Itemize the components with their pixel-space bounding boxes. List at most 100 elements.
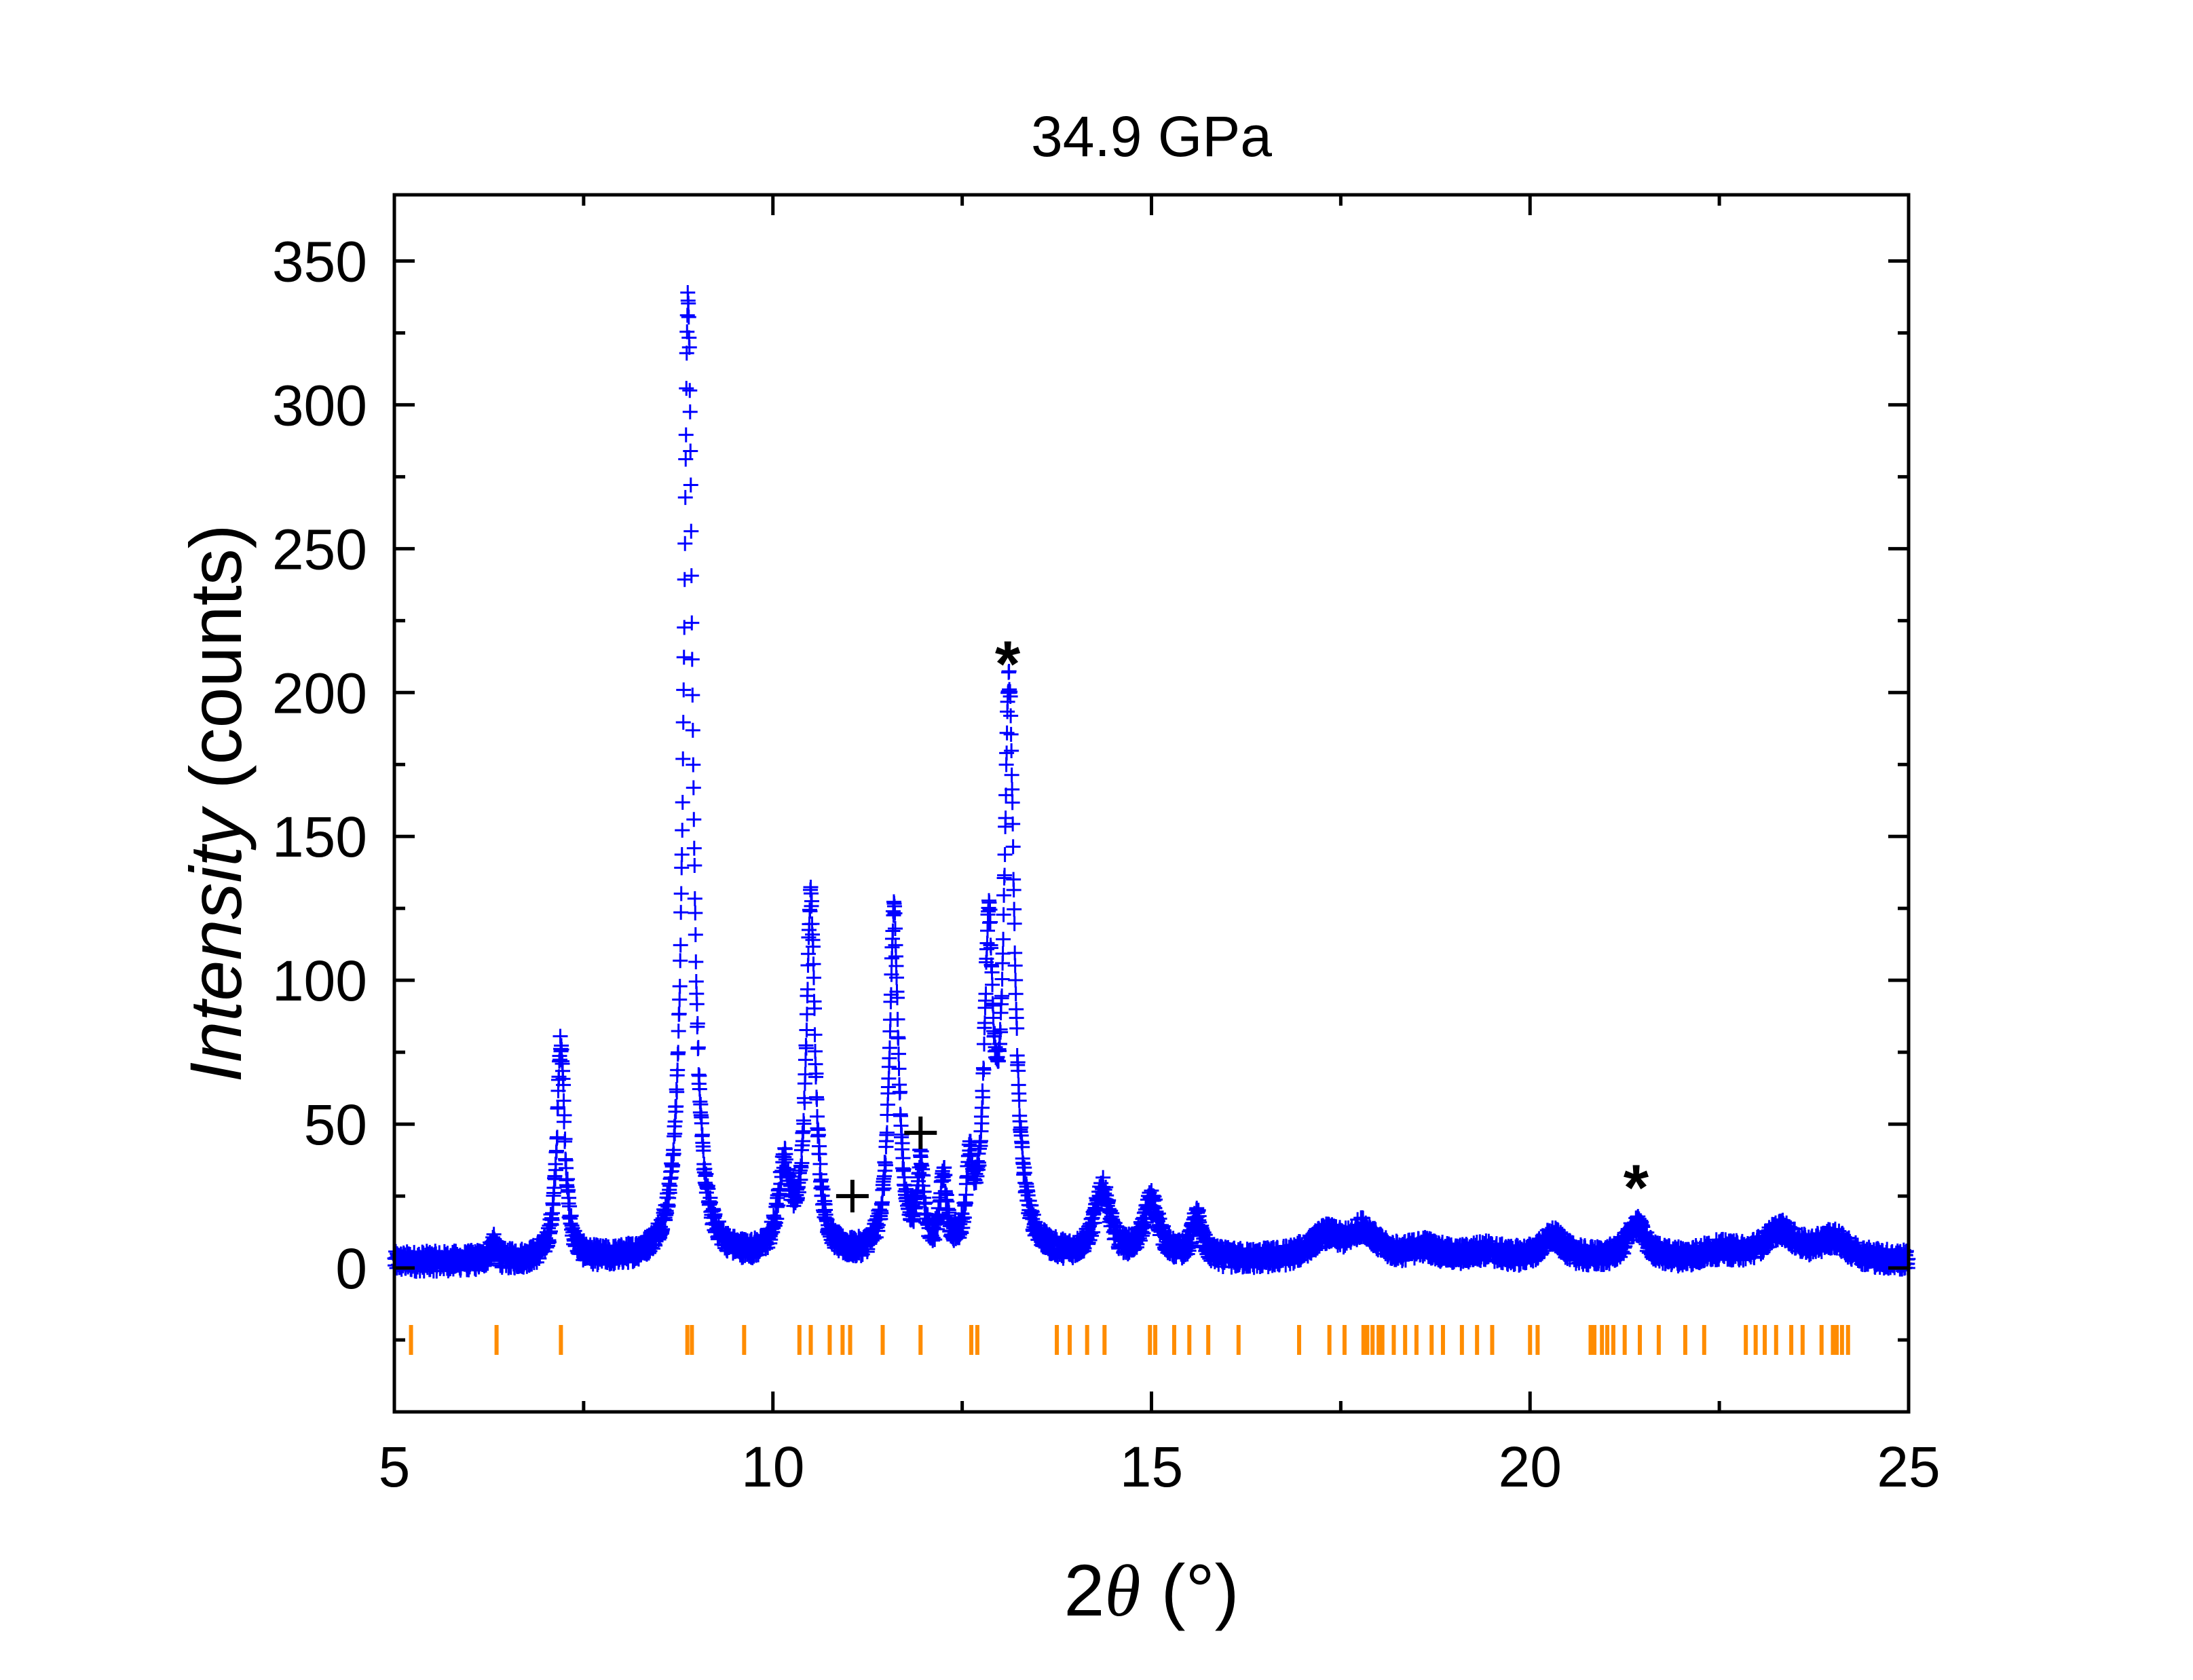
asterisk-annotation: * [995, 628, 1021, 701]
data-point [1005, 781, 1020, 797]
data-point [673, 886, 689, 901]
data-point [891, 1030, 906, 1046]
data-point [686, 757, 701, 772]
data-point [675, 715, 691, 730]
data-point [978, 986, 994, 1002]
data-point [809, 1091, 825, 1107]
data-point [681, 339, 697, 355]
data-point [685, 722, 700, 738]
data-point [670, 1062, 686, 1078]
data-point [1005, 816, 1021, 832]
data-point [977, 1015, 992, 1030]
data-point [677, 620, 692, 635]
data-point [1087, 1215, 1102, 1231]
data-point [681, 296, 696, 312]
data-point [997, 847, 1013, 863]
data-point [1005, 839, 1021, 855]
data-point [548, 1143, 564, 1159]
data-point [891, 1046, 906, 1062]
data-point [1011, 1063, 1026, 1079]
data-point [806, 956, 821, 972]
data-point [552, 1028, 568, 1044]
data-point [927, 1232, 943, 1248]
y-tick-label: 0 [335, 1237, 367, 1301]
data-point [892, 1084, 907, 1100]
y-tick-label: 300 [272, 373, 367, 437]
data-point [808, 1066, 824, 1081]
data-point [1008, 986, 1024, 1002]
data-point [791, 1184, 806, 1200]
data-point [799, 1022, 814, 1038]
data-point [887, 906, 903, 921]
data-point [698, 1166, 714, 1182]
y-tick-label: 250 [272, 517, 367, 581]
x-tick-label: 20 [1499, 1435, 1562, 1499]
data-point [556, 1093, 571, 1108]
data-point [671, 1024, 686, 1039]
data-point [666, 1146, 681, 1161]
data-point [678, 451, 694, 467]
data-point [677, 572, 692, 587]
data-point [1004, 743, 1019, 759]
data-point [812, 1156, 828, 1172]
data-point [557, 1132, 573, 1147]
data-point [776, 1155, 792, 1170]
data-point [879, 1125, 895, 1140]
x-axis-title-theta: θ [1104, 1551, 1140, 1632]
data-point [679, 307, 695, 323]
data-point [815, 1182, 831, 1197]
data-point [996, 907, 1011, 922]
data-point [671, 1006, 687, 1022]
data-point [889, 990, 905, 1005]
data-point [770, 1197, 786, 1213]
data-point [676, 650, 692, 665]
data-point [804, 893, 819, 909]
data-point [684, 652, 700, 667]
observed-data-series [387, 285, 1916, 1279]
data-point [985, 977, 1000, 992]
data-point [796, 1116, 812, 1132]
data-point [681, 310, 696, 325]
data-point [687, 858, 702, 874]
data-point [683, 523, 699, 539]
data-point [669, 1099, 684, 1115]
data-point [677, 489, 693, 505]
data-point [674, 860, 690, 876]
data-point [1007, 958, 1023, 973]
data-point [683, 568, 699, 584]
data-point [1147, 1192, 1163, 1208]
data-point [674, 846, 690, 862]
data-point [690, 1040, 706, 1056]
data-point [937, 1167, 953, 1182]
data-point [895, 1136, 910, 1151]
data-point [971, 1158, 987, 1173]
data-point [688, 905, 703, 920]
data-point [683, 477, 698, 493]
data-point [996, 888, 1012, 903]
data-point [673, 937, 688, 953]
data-point [556, 1077, 571, 1093]
data-point [684, 615, 700, 631]
data-point [994, 971, 1010, 987]
data-point [1007, 916, 1022, 931]
data-point [805, 939, 821, 954]
data-point [807, 1027, 823, 1043]
data-point [974, 1116, 990, 1132]
cross-annotation [836, 1180, 869, 1213]
data-point [685, 687, 700, 703]
data-point [669, 1084, 685, 1100]
data-point [1183, 1235, 1199, 1251]
y-tick-label: 100 [272, 949, 367, 1013]
data-point [1007, 901, 1022, 917]
data-point [677, 536, 693, 551]
data-point [1003, 726, 1019, 742]
data-point [1009, 1020, 1025, 1036]
data-point [1138, 1215, 1154, 1231]
data-point [994, 988, 1010, 1004]
data-point [673, 905, 689, 920]
data-point [676, 682, 692, 698]
reflection-markers [409, 1325, 1850, 1356]
